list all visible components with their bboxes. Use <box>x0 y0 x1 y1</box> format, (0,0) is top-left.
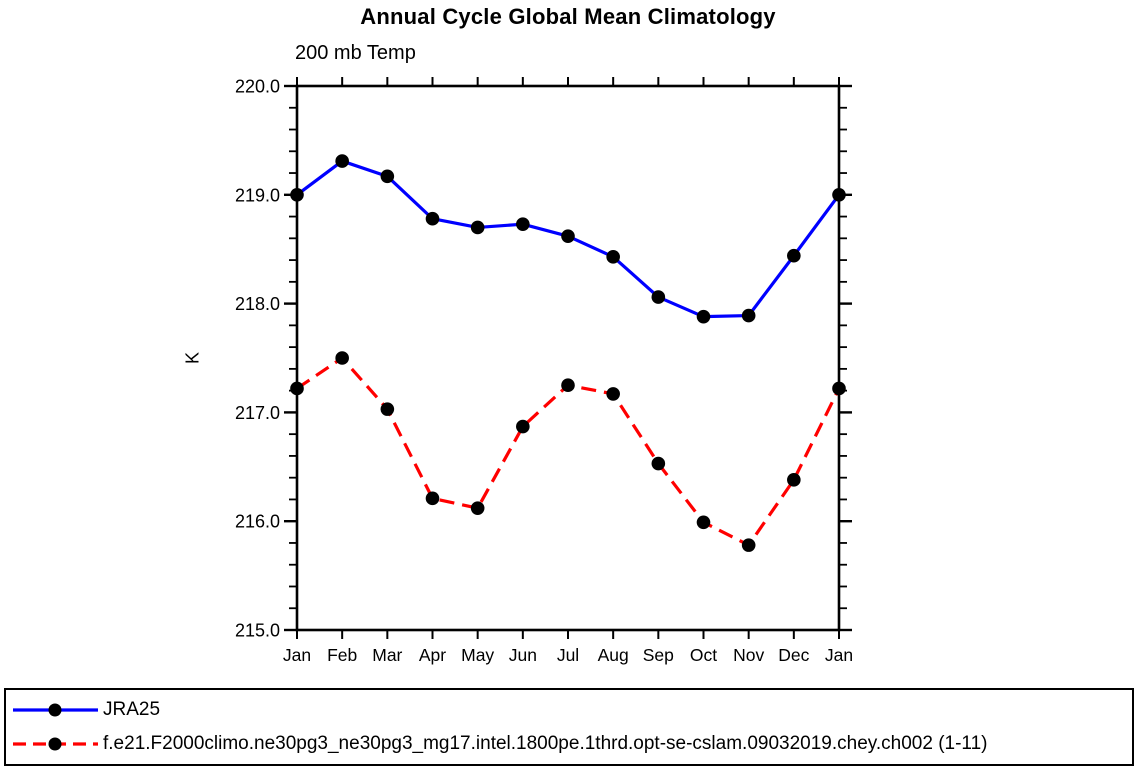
x-tick-label: Jun <box>509 645 537 665</box>
y-tick-label: 218.0 <box>235 294 280 314</box>
data-point-marker <box>787 248 801 263</box>
x-tick-label: Apr <box>419 645 446 665</box>
x-tick-label: May <box>461 645 494 665</box>
y-tick-label: 216.0 <box>235 512 280 532</box>
x-tick-label: Feb <box>327 645 357 665</box>
x-tick-label: Jan <box>825 645 853 665</box>
data-point-marker <box>606 250 620 264</box>
y-tick-label: 220.0 <box>235 77 280 97</box>
plot-frame <box>295 84 841 632</box>
data-point-marker <box>290 381 304 396</box>
data-point-marker <box>516 419 530 434</box>
chart-subtitle: 200 mb Temp <box>295 42 416 64</box>
data-point-marker <box>832 381 846 396</box>
data-point-marker <box>606 387 620 401</box>
x-tick-label: Sep <box>643 645 674 665</box>
data-point-marker <box>380 169 395 184</box>
x-tick-label: Jul <box>557 645 579 665</box>
chart-title: Annual Cycle Global Mean Climatology <box>360 4 776 29</box>
data-point-marker <box>470 220 485 235</box>
legend-item-model-run: f.e21.F2000climo.ne30pg3_ne30pg3_mg17.in… <box>6 727 1132 761</box>
data-point-marker <box>516 217 530 231</box>
data-point-marker <box>696 309 711 324</box>
legend-box: JRA25 f.e21.F2000climo.ne30pg3_ne30pg3_m… <box>4 688 1134 766</box>
data-point-marker <box>832 188 846 202</box>
data-point-marker <box>425 211 440 226</box>
data-point-marker <box>741 308 756 323</box>
data-point-marker <box>696 515 711 530</box>
data-point-marker <box>787 473 801 487</box>
data-point-marker <box>335 351 349 365</box>
data-point-marker <box>380 402 395 416</box>
x-tick-label: Mar <box>372 645 402 665</box>
x-tick-label: Jan <box>283 645 311 665</box>
data-point-marker <box>651 290 666 304</box>
data-point-marker <box>425 491 440 506</box>
data-point-marker <box>561 229 575 243</box>
data-point-marker <box>470 501 485 515</box>
x-tick-label: Oct <box>690 645 717 665</box>
legend-line-sample-jra25 <box>13 703 98 717</box>
y-tick-label: 219.0 <box>235 185 280 205</box>
legend-label-jra25: JRA25 <box>103 699 161 720</box>
x-tick-label: Aug <box>598 645 629 665</box>
legend-label-model-run: f.e21.F2000climo.ne30pg3_ne30pg3_mg17.in… <box>103 733 988 754</box>
legend-item-jra25: JRA25 <box>6 693 1132 727</box>
y-tick-label: 217.0 <box>235 403 280 423</box>
data-point-marker <box>741 538 756 552</box>
data-point-marker <box>651 456 666 471</box>
data-point-marker <box>561 378 575 393</box>
legend-line-sample-model-run <box>13 737 98 751</box>
data-point-marker <box>335 154 349 168</box>
x-tick-label: Nov <box>733 645 764 665</box>
data-point-marker <box>290 188 304 202</box>
y-tick-label: 215.0 <box>235 621 280 641</box>
x-tick-label: Dec <box>778 645 809 665</box>
